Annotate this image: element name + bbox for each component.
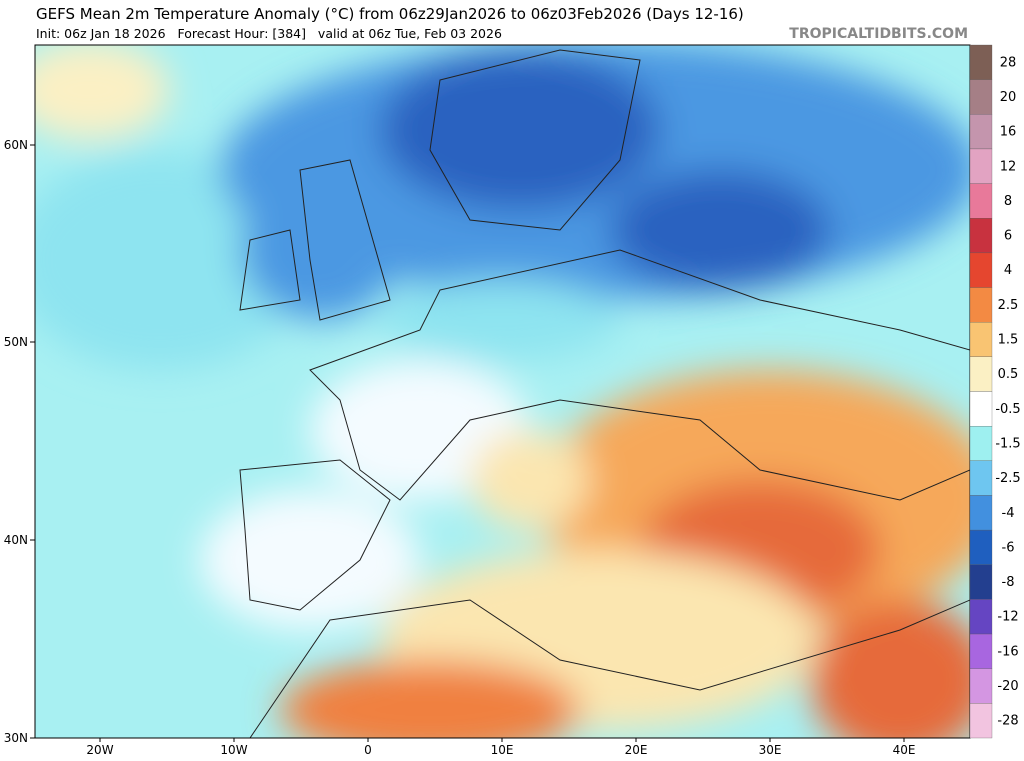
colorbar-label: -8 [1002, 575, 1015, 590]
lat-label: 40N [4, 533, 28, 547]
colorbar-swatch [969, 356, 993, 392]
map [35, 45, 970, 738]
lat-label: 60N [4, 138, 28, 152]
colorbar-label: 8 [1004, 194, 1012, 209]
colorbar-swatch [969, 391, 993, 427]
colorbar-swatch [969, 252, 993, 288]
colorbar-swatch [969, 425, 993, 461]
colorbar-swatch [969, 495, 993, 531]
colorbar-label: -0.5 [995, 402, 1020, 417]
colorbar-label: -1.5 [995, 436, 1020, 451]
lon-label: 30E [759, 743, 782, 757]
colorbar-label: -4 [1002, 506, 1015, 521]
colorbar-label: 20 [1000, 90, 1017, 105]
lat-label: 30N [4, 731, 28, 745]
colorbar-label: 0.5 [998, 367, 1019, 382]
colorbar-swatch [969, 703, 993, 739]
lon-label: 20E [625, 743, 648, 757]
colorbar-swatch [969, 287, 993, 323]
lat-label: 50N [4, 335, 28, 349]
colorbar-swatch [969, 599, 993, 635]
colorbar-label: 16 [1000, 125, 1017, 140]
colorbar-label: 4 [1004, 263, 1012, 278]
subtitle: Init: 06z Jan 18 2026 Forecast Hour: [38… [36, 26, 502, 41]
title: GEFS Mean 2m Temperature Anomaly (°C) fr… [36, 5, 744, 23]
colorbar-label: -28 [997, 714, 1018, 729]
colorbar-swatch [969, 633, 993, 669]
colorbar-swatch [969, 460, 993, 496]
colorbar-label: -6 [1002, 540, 1015, 555]
colorbar-swatch [969, 183, 993, 219]
brand: TROPICALTIDBITS.COM [789, 26, 968, 42]
colorbar-label: 28 [1000, 55, 1017, 70]
colorbar-label: 12 [1000, 159, 1017, 174]
colorbar-label: -20 [997, 679, 1018, 694]
lon-label: 10E [491, 743, 514, 757]
colorbar-swatch [969, 668, 993, 704]
colorbar-label: -2.5 [995, 471, 1020, 486]
lon-label: 10W [220, 743, 247, 757]
colorbar-swatch [969, 218, 993, 254]
colorbar-swatch [969, 44, 993, 80]
colorbar-label: 6 [1004, 229, 1012, 244]
colorbar-swatch [969, 148, 993, 184]
colorbar-label: -16 [997, 644, 1018, 659]
colorbar-swatch [969, 529, 993, 565]
lon-label: 0 [364, 743, 372, 757]
lon-label: 20W [86, 743, 113, 757]
colorbar-label: 1.5 [998, 333, 1019, 348]
colorbar-label: 2.5 [998, 298, 1019, 313]
lon-label: 40E [893, 743, 916, 757]
colorbar-swatch [969, 564, 993, 600]
colorbar-swatch [969, 79, 993, 115]
colorbar-swatch [969, 322, 993, 358]
colorbar-label: -12 [997, 610, 1018, 625]
colorbar-swatch [969, 114, 993, 150]
